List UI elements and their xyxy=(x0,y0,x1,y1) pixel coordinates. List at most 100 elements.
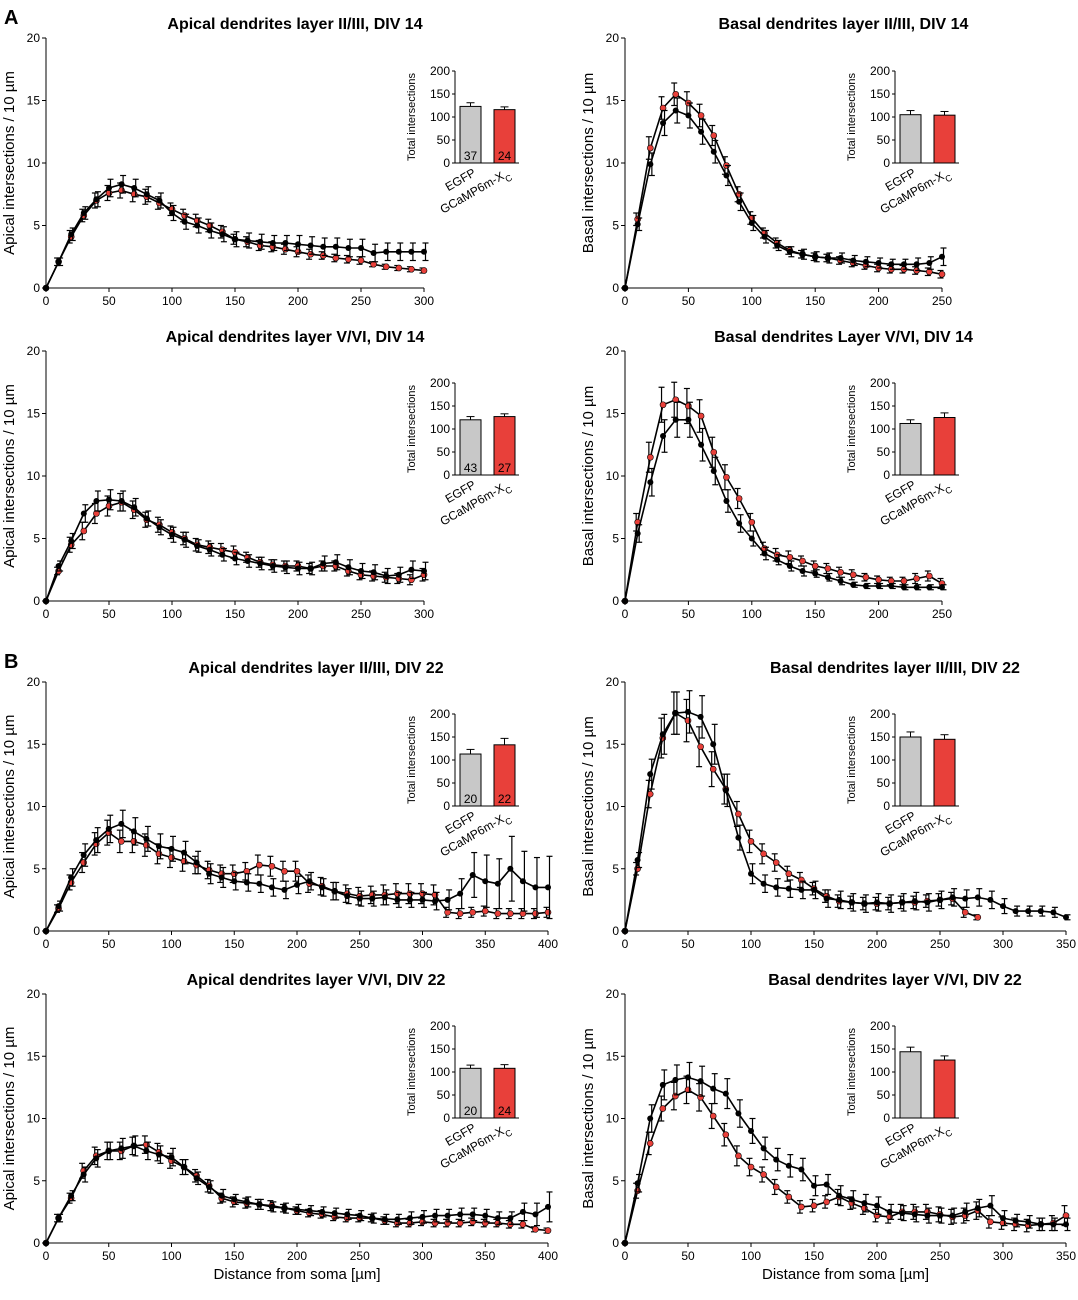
data-point xyxy=(812,253,819,260)
y-tick-label: 5 xyxy=(612,1174,619,1188)
inset-y-tick-label: 100 xyxy=(430,753,450,767)
data-point xyxy=(698,128,705,135)
data-point xyxy=(962,1208,969,1215)
inset-y-tick-label: 100 xyxy=(870,1065,890,1079)
x-tick-label: 350 xyxy=(475,937,495,951)
data-point xyxy=(710,741,717,748)
inset-y-tick-label: 150 xyxy=(870,1042,890,1056)
data-point xyxy=(647,144,654,152)
subscript: C xyxy=(503,1127,514,1139)
bar-egfp xyxy=(899,114,922,164)
data-point xyxy=(106,496,112,503)
inset-y-tick-label: 150 xyxy=(870,87,890,101)
data-point xyxy=(419,1213,426,1220)
x-tick-label: 250 xyxy=(932,607,952,621)
data-point xyxy=(345,245,352,251)
data-point xyxy=(735,834,742,841)
y-axis-label: Basal intersections / 10 µm xyxy=(580,1028,597,1208)
x-tick-label: 50 xyxy=(682,294,696,308)
y-tick-label: 15 xyxy=(27,737,41,751)
y-axis-label: Apical intersections / 10 µm xyxy=(1,71,18,255)
y-axis-label: Apical intersections / 10 µm xyxy=(1,384,18,568)
y-tick-label: 15 xyxy=(606,1049,620,1063)
data-point xyxy=(723,498,730,504)
data-point xyxy=(105,825,112,832)
y-tick-label: 20 xyxy=(606,987,620,1001)
inset-y-label: Total intersections xyxy=(846,384,858,473)
data-point xyxy=(168,854,175,861)
data-point xyxy=(924,1212,931,1219)
bar-gcamp xyxy=(933,1059,956,1119)
series-egfp xyxy=(622,97,947,291)
data-point xyxy=(622,598,628,604)
data-point xyxy=(257,560,264,567)
data-point xyxy=(911,1211,918,1218)
data-point xyxy=(937,896,943,903)
bar-n-label: 27 xyxy=(498,461,512,475)
data-point xyxy=(106,185,112,191)
data-point xyxy=(735,1152,742,1160)
data-point xyxy=(709,1112,717,1120)
data-point xyxy=(406,1215,413,1222)
chart-2: Basal dendrites layer II/III, DIV 14 0 5 10… xyxy=(580,16,969,308)
data-point xyxy=(55,903,62,910)
data-point xyxy=(394,1216,401,1223)
x-tick-label: 0 xyxy=(43,294,50,308)
x-tick-label: 250 xyxy=(930,1249,950,1263)
data-point xyxy=(181,218,188,225)
subscript: C xyxy=(943,172,954,184)
bar-n-label: 43 xyxy=(464,461,478,475)
data-point xyxy=(130,1142,137,1149)
data-point xyxy=(685,416,692,423)
inset-y-tick-label: 100 xyxy=(870,422,890,436)
data-point xyxy=(799,251,806,258)
data-point xyxy=(381,1216,388,1223)
y-tick-label: 10 xyxy=(606,800,620,814)
data-point xyxy=(1025,1218,1032,1225)
data-point xyxy=(395,571,402,578)
data-point xyxy=(785,885,792,892)
x-tick-label: 100 xyxy=(741,1249,761,1263)
data-point xyxy=(421,248,427,255)
data-point xyxy=(481,907,489,915)
data-point xyxy=(306,878,313,885)
data-point xyxy=(230,870,238,878)
data-point xyxy=(1050,909,1057,916)
data-point xyxy=(232,236,238,243)
data-point xyxy=(786,248,793,255)
x-tick-label: 100 xyxy=(161,937,181,951)
data-point xyxy=(850,257,857,264)
x-tick-label: 100 xyxy=(161,1249,181,1263)
data-point xyxy=(381,894,388,901)
y-tick-label: 0 xyxy=(33,924,40,938)
x-tick-label: 50 xyxy=(682,607,696,621)
data-point xyxy=(269,563,276,569)
data-point xyxy=(848,899,855,906)
data-point xyxy=(798,1166,805,1173)
inset-y-tick-label: 200 xyxy=(430,376,450,390)
data-point xyxy=(659,1081,666,1088)
data-point xyxy=(268,1203,275,1210)
y-tick-label: 10 xyxy=(27,469,41,483)
data-point xyxy=(760,850,767,858)
data-point xyxy=(709,765,717,773)
chart-title: Basal dendrites layer V/VI, DIV 22 xyxy=(768,972,1022,989)
x-tick-label: 50 xyxy=(681,937,695,951)
data-point xyxy=(244,558,251,564)
data-point xyxy=(736,198,743,205)
data-point xyxy=(697,743,704,751)
data-point xyxy=(697,112,705,119)
data-point xyxy=(774,242,781,249)
x-tick-label: 50 xyxy=(102,1249,116,1263)
inset-y-label: Total intersections xyxy=(846,715,858,804)
data-point xyxy=(798,1203,805,1211)
y-tick-label: 10 xyxy=(606,469,620,483)
inset-y-tick-label: 150 xyxy=(430,399,450,413)
data-point xyxy=(913,584,920,591)
data-point xyxy=(43,928,49,934)
data-point xyxy=(507,910,514,917)
data-point xyxy=(723,172,730,179)
bar-n-label: 37 xyxy=(464,149,478,163)
data-point xyxy=(836,896,843,903)
